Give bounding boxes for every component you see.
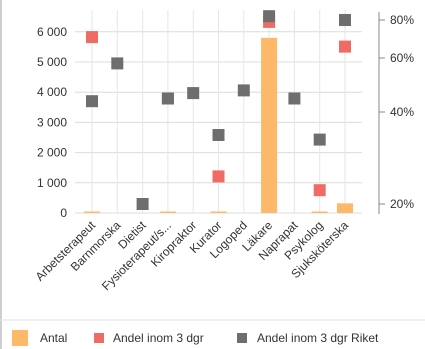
legend-swatch-antal xyxy=(12,330,28,346)
bar-kurator xyxy=(210,211,227,213)
riket-point-kurator xyxy=(212,129,225,141)
riket-point-logoped xyxy=(237,84,250,97)
left-tick-label: 4 000 xyxy=(37,85,67,99)
left-tick-label: 2 000 xyxy=(37,146,67,160)
bar-psykolog xyxy=(311,211,328,213)
andel-point-kurator xyxy=(212,170,225,183)
legend-label-antal: Antal xyxy=(40,331,67,345)
right-tick-label: 20% xyxy=(390,197,414,211)
antal-bars xyxy=(84,37,353,214)
riket-point-arbetsterapeut xyxy=(86,95,98,108)
andel-point-sjuksköterska xyxy=(339,40,351,53)
andel-point-psykolog xyxy=(313,184,326,197)
right-tick-label: 60% xyxy=(390,51,414,65)
category-labels: ArbetsterapeutBarnmorskaDietistFysiotera… xyxy=(33,218,352,293)
right-tick-label: 80% xyxy=(390,13,414,27)
left-tick-label: 1 000 xyxy=(37,176,67,190)
riket-point-kiropraktor xyxy=(187,87,200,100)
right-axis: 20% 40% 60% 80% xyxy=(378,12,414,214)
riket-point-psykolog xyxy=(313,133,326,146)
grid-lines xyxy=(75,10,362,214)
riket-point-dietist xyxy=(136,198,149,210)
legend: Antal Andel inom 3 dgr Andel inom 3 dgr Ri… xyxy=(0,319,425,346)
riket-point-läkare xyxy=(263,10,276,23)
andel-point-arbetsterapeut xyxy=(86,31,98,44)
riket-point-fysioterapeut-s xyxy=(161,92,174,105)
bar-arbetsterapeut xyxy=(84,211,100,213)
riket-point-barnmorska xyxy=(111,57,124,70)
left-tick-label: 6 000 xyxy=(37,25,67,39)
panel-border xyxy=(0,0,2,349)
right-tick-label: 40% xyxy=(390,105,414,119)
legend-label-andel-inom-3-dgr-riket: Andel inom 3 dgr Riket xyxy=(257,331,379,345)
bar-fysioterapeut-s xyxy=(159,211,176,213)
riket-point-naprapat xyxy=(288,92,301,105)
legend-swatch-andel-inom-3-dgr xyxy=(94,333,104,343)
bar-sjuksköterska xyxy=(337,203,353,213)
legend-swatch-andel-inom-3-dgr-riket xyxy=(237,333,247,343)
left-tick-label: 3 000 xyxy=(37,115,67,129)
bar-läkare xyxy=(261,37,278,214)
riket-point-sjuksköterska xyxy=(339,14,351,26)
left-tick-label: 0 xyxy=(60,206,67,220)
percentage-points xyxy=(86,10,351,210)
left-axis: 0 1 000 2 000 3 000 4 000 5 000 6 000 xyxy=(37,25,67,220)
legend-label-andel-inom-3-dgr: Andel inom 3 dgr xyxy=(113,331,204,345)
left-tick-label: 5 000 xyxy=(37,55,67,69)
